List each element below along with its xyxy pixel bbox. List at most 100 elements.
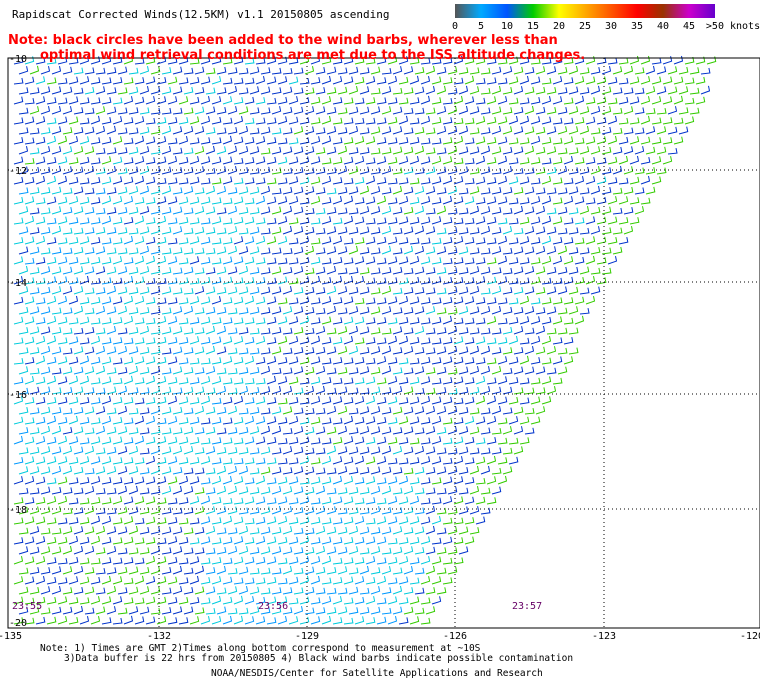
wind-barb (123, 437, 134, 445)
wind-barb (568, 207, 579, 215)
wind-barb (244, 216, 255, 225)
wind-barb (95, 227, 106, 235)
wind-barb (513, 187, 524, 195)
wind-barb (95, 606, 106, 615)
wind-barb (684, 77, 695, 85)
wind-barb (519, 337, 530, 345)
wind-barb (172, 267, 183, 275)
wind-barb (139, 206, 150, 215)
wind-barb (73, 266, 84, 275)
wind-barb (381, 106, 392, 115)
wind-barb (139, 487, 150, 495)
wind-barb (106, 285, 117, 295)
wind-barb (568, 247, 579, 255)
wind-barb (475, 478, 486, 485)
wind-barb (420, 337, 431, 345)
wind-barb (244, 177, 255, 185)
wind-barb (326, 306, 337, 315)
wind-barb (90, 558, 101, 565)
wind-barb (502, 447, 513, 455)
wind-barb (332, 475, 343, 485)
wind-barb (40, 546, 51, 555)
wind-barb (150, 487, 161, 495)
wind-barb (552, 337, 563, 345)
wind-barb (95, 346, 106, 355)
wind-barb (453, 217, 464, 225)
wind-barb (403, 127, 414, 135)
wind-barb (453, 456, 464, 465)
wind-barb (29, 187, 40, 195)
wind-barb (172, 226, 183, 235)
wind-barb (447, 66, 458, 75)
wind-barb (145, 375, 156, 385)
wind-barb (200, 296, 211, 305)
wind-barb (161, 526, 172, 535)
wind-barb (392, 307, 403, 315)
wind-barb (90, 137, 101, 145)
wind-barb (601, 206, 612, 215)
wind-barb (73, 426, 84, 435)
wind-barb (51, 286, 62, 295)
wind-barb (35, 456, 46, 465)
wind-barb (233, 216, 244, 225)
wind-barb (277, 236, 288, 245)
wind-barb (486, 216, 497, 225)
wind-barb (216, 547, 227, 555)
wind-barb (321, 115, 332, 125)
wind-barb (40, 346, 51, 355)
wind-barb (447, 547, 458, 555)
wind-barb (552, 76, 563, 85)
wind-barb (150, 366, 161, 375)
wind-barb (359, 526, 370, 535)
wind-barb (321, 517, 332, 525)
wind-barb (95, 526, 106, 535)
wind-barb (381, 587, 392, 595)
wind-barb (508, 237, 519, 245)
wind-barb (238, 486, 249, 495)
wind-barb (557, 366, 568, 375)
wind-barb (315, 187, 326, 195)
wind-barb (464, 237, 475, 245)
wind-barb (469, 366, 480, 375)
wind-barb (612, 187, 623, 195)
wind-barb (420, 177, 431, 185)
wind-barb (150, 406, 161, 415)
wind-barb (343, 117, 354, 125)
wind-barb (387, 76, 398, 85)
wind-barb (62, 66, 73, 75)
wind-barb (359, 565, 370, 575)
wind-barb (381, 566, 392, 575)
wind-barb (321, 476, 332, 485)
wind-barb (651, 57, 662, 65)
wind-barb (337, 267, 348, 275)
wind-barb (601, 247, 612, 255)
wind-barb (101, 97, 112, 105)
wind-barb (222, 457, 233, 465)
wind-barb (62, 307, 73, 315)
wind-barb (431, 477, 442, 485)
wind-barb (271, 247, 282, 255)
wind-barb (62, 247, 73, 255)
wind-barb (524, 86, 535, 95)
wind-barb (403, 287, 414, 295)
wind-barb (398, 475, 409, 485)
wind-barb (178, 177, 189, 185)
wind-barb (315, 266, 326, 275)
wind-barb (414, 587, 425, 595)
wind-barb (370, 527, 381, 535)
wind-barb (546, 328, 557, 335)
wind-barb (431, 117, 442, 125)
wind-barb (370, 446, 381, 455)
wind-barb (354, 237, 365, 245)
wind-barb (447, 406, 458, 415)
wind-barb (524, 226, 535, 235)
wind-barb (365, 76, 376, 85)
wind-barb (200, 358, 211, 365)
wind-barb (469, 306, 480, 315)
wind-barb (266, 596, 277, 605)
wind-barb (24, 277, 35, 285)
wind-barb (436, 587, 447, 595)
wind-barb (293, 547, 304, 555)
wind-barb (326, 467, 337, 475)
wind-barb (288, 576, 299, 585)
